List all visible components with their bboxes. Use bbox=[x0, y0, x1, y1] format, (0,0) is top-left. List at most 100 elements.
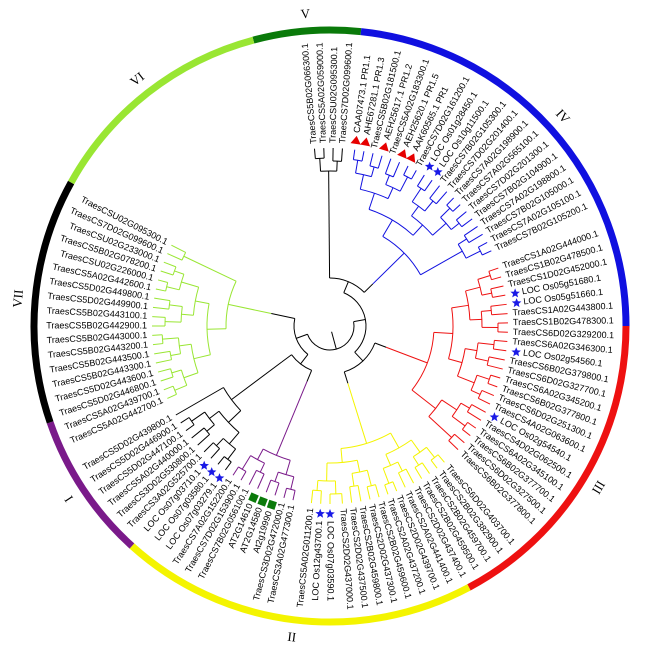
tree-branch bbox=[403, 174, 412, 180]
tree-branch bbox=[207, 328, 227, 330]
tree-branch bbox=[356, 460, 361, 473]
tree-branch bbox=[475, 357, 489, 362]
square-marker bbox=[266, 499, 277, 510]
tree-branch bbox=[467, 421, 477, 429]
tree-branch bbox=[487, 364, 503, 370]
tree-branch bbox=[154, 297, 171, 302]
tree-branch bbox=[326, 459, 358, 464]
tree-branch bbox=[385, 454, 392, 466]
tree-branch bbox=[281, 354, 292, 363]
tree-branch bbox=[193, 354, 211, 360]
tree-branch bbox=[180, 369, 188, 386]
tree-branch bbox=[399, 176, 409, 192]
tree-branch bbox=[275, 381, 308, 456]
tree-branch bbox=[331, 331, 337, 350]
clade-arc-i bbox=[46, 421, 135, 549]
tree-branch bbox=[209, 410, 220, 419]
tree-branch bbox=[387, 187, 394, 199]
tree-branch bbox=[430, 454, 439, 461]
triangle-marker bbox=[397, 149, 407, 159]
tree-branch bbox=[313, 148, 316, 159]
tree-branch bbox=[448, 307, 454, 360]
tree-branch bbox=[410, 439, 421, 453]
tree-branch bbox=[411, 188, 422, 203]
tree-branch bbox=[385, 184, 401, 192]
tree-branch bbox=[306, 321, 355, 351]
tree-branch bbox=[240, 471, 247, 481]
tree-branch bbox=[482, 250, 492, 256]
tree-branch bbox=[180, 417, 190, 424]
tree-branch bbox=[477, 390, 483, 399]
clade-label-i: I bbox=[61, 493, 76, 505]
star-marker bbox=[433, 167, 443, 176]
tree-branch bbox=[417, 174, 425, 187]
tree-branch bbox=[490, 303, 507, 307]
tree-branch bbox=[355, 160, 359, 174]
tree-branch bbox=[222, 438, 236, 450]
tree-branch bbox=[290, 476, 295, 490]
tree-branch bbox=[374, 342, 387, 348]
tree-branch bbox=[265, 479, 272, 493]
tree-branch bbox=[370, 166, 375, 177]
tree-branch bbox=[428, 399, 443, 417]
tree-branch bbox=[470, 389, 481, 395]
leaf-label: LOC Os12g43700.1 bbox=[310, 520, 324, 600]
leaf-labels: TraesCS5B02G066300.1TraesCS5A02G059000.1… bbox=[46, 42, 614, 610]
tree-branch bbox=[154, 350, 171, 355]
tree-branch bbox=[366, 486, 371, 500]
tree-branch bbox=[488, 271, 492, 280]
clade-label-vii: VII bbox=[9, 289, 26, 308]
tree-branch bbox=[384, 484, 389, 495]
clade-arc-v bbox=[252, 26, 362, 44]
tree-branch bbox=[451, 304, 469, 309]
tree-branch bbox=[155, 288, 166, 292]
tree-branch bbox=[468, 233, 483, 243]
tree-branch bbox=[374, 484, 380, 498]
leaf-label: TraesCS1B02G478300.1 bbox=[513, 315, 614, 327]
tree-branch bbox=[168, 300, 171, 310]
clade-arc-iv bbox=[360, 28, 630, 327]
tree-branch bbox=[469, 318, 482, 321]
tree-branch bbox=[385, 175, 390, 185]
tree-branch bbox=[166, 286, 180, 291]
tree-branch bbox=[488, 356, 505, 361]
triangle-marker bbox=[406, 153, 416, 163]
tree-branch bbox=[492, 294, 506, 298]
tree-branch bbox=[183, 255, 237, 282]
tree-branch bbox=[432, 222, 447, 236]
square-marker bbox=[257, 496, 268, 507]
tree-branch bbox=[191, 411, 206, 422]
tree-branch bbox=[310, 490, 314, 504]
star-marker bbox=[315, 508, 325, 518]
tree-branch bbox=[195, 300, 210, 305]
tree-branch bbox=[152, 343, 163, 346]
tree-branch bbox=[172, 386, 177, 395]
tree-branch bbox=[490, 374, 501, 379]
tree-branch bbox=[228, 410, 242, 423]
tree-branch bbox=[398, 472, 406, 488]
tree-branch bbox=[300, 354, 309, 365]
clade-arc-iii bbox=[467, 325, 630, 591]
tree-branch bbox=[361, 151, 365, 162]
tree-branch bbox=[216, 438, 224, 447]
tree-branch bbox=[316, 480, 319, 491]
tree-branch bbox=[452, 204, 461, 212]
tree-branch bbox=[490, 306, 493, 315]
tree-branch bbox=[462, 429, 471, 436]
tree-branch bbox=[341, 493, 343, 504]
tree-branch bbox=[162, 337, 179, 340]
clade-label-vi: VI bbox=[127, 69, 147, 89]
tree-branch bbox=[477, 275, 491, 280]
tree-branch bbox=[274, 471, 279, 482]
tree-branch bbox=[411, 201, 426, 212]
tree-branch bbox=[481, 292, 492, 296]
tree-branch bbox=[223, 456, 232, 463]
tree-branch bbox=[490, 285, 504, 290]
tree-branch bbox=[466, 404, 473, 413]
tree-branch bbox=[248, 470, 257, 485]
tree-branch bbox=[204, 411, 215, 426]
tree-branch bbox=[456, 211, 467, 221]
tree-branch bbox=[228, 432, 240, 445]
tree-branch bbox=[488, 267, 499, 272]
